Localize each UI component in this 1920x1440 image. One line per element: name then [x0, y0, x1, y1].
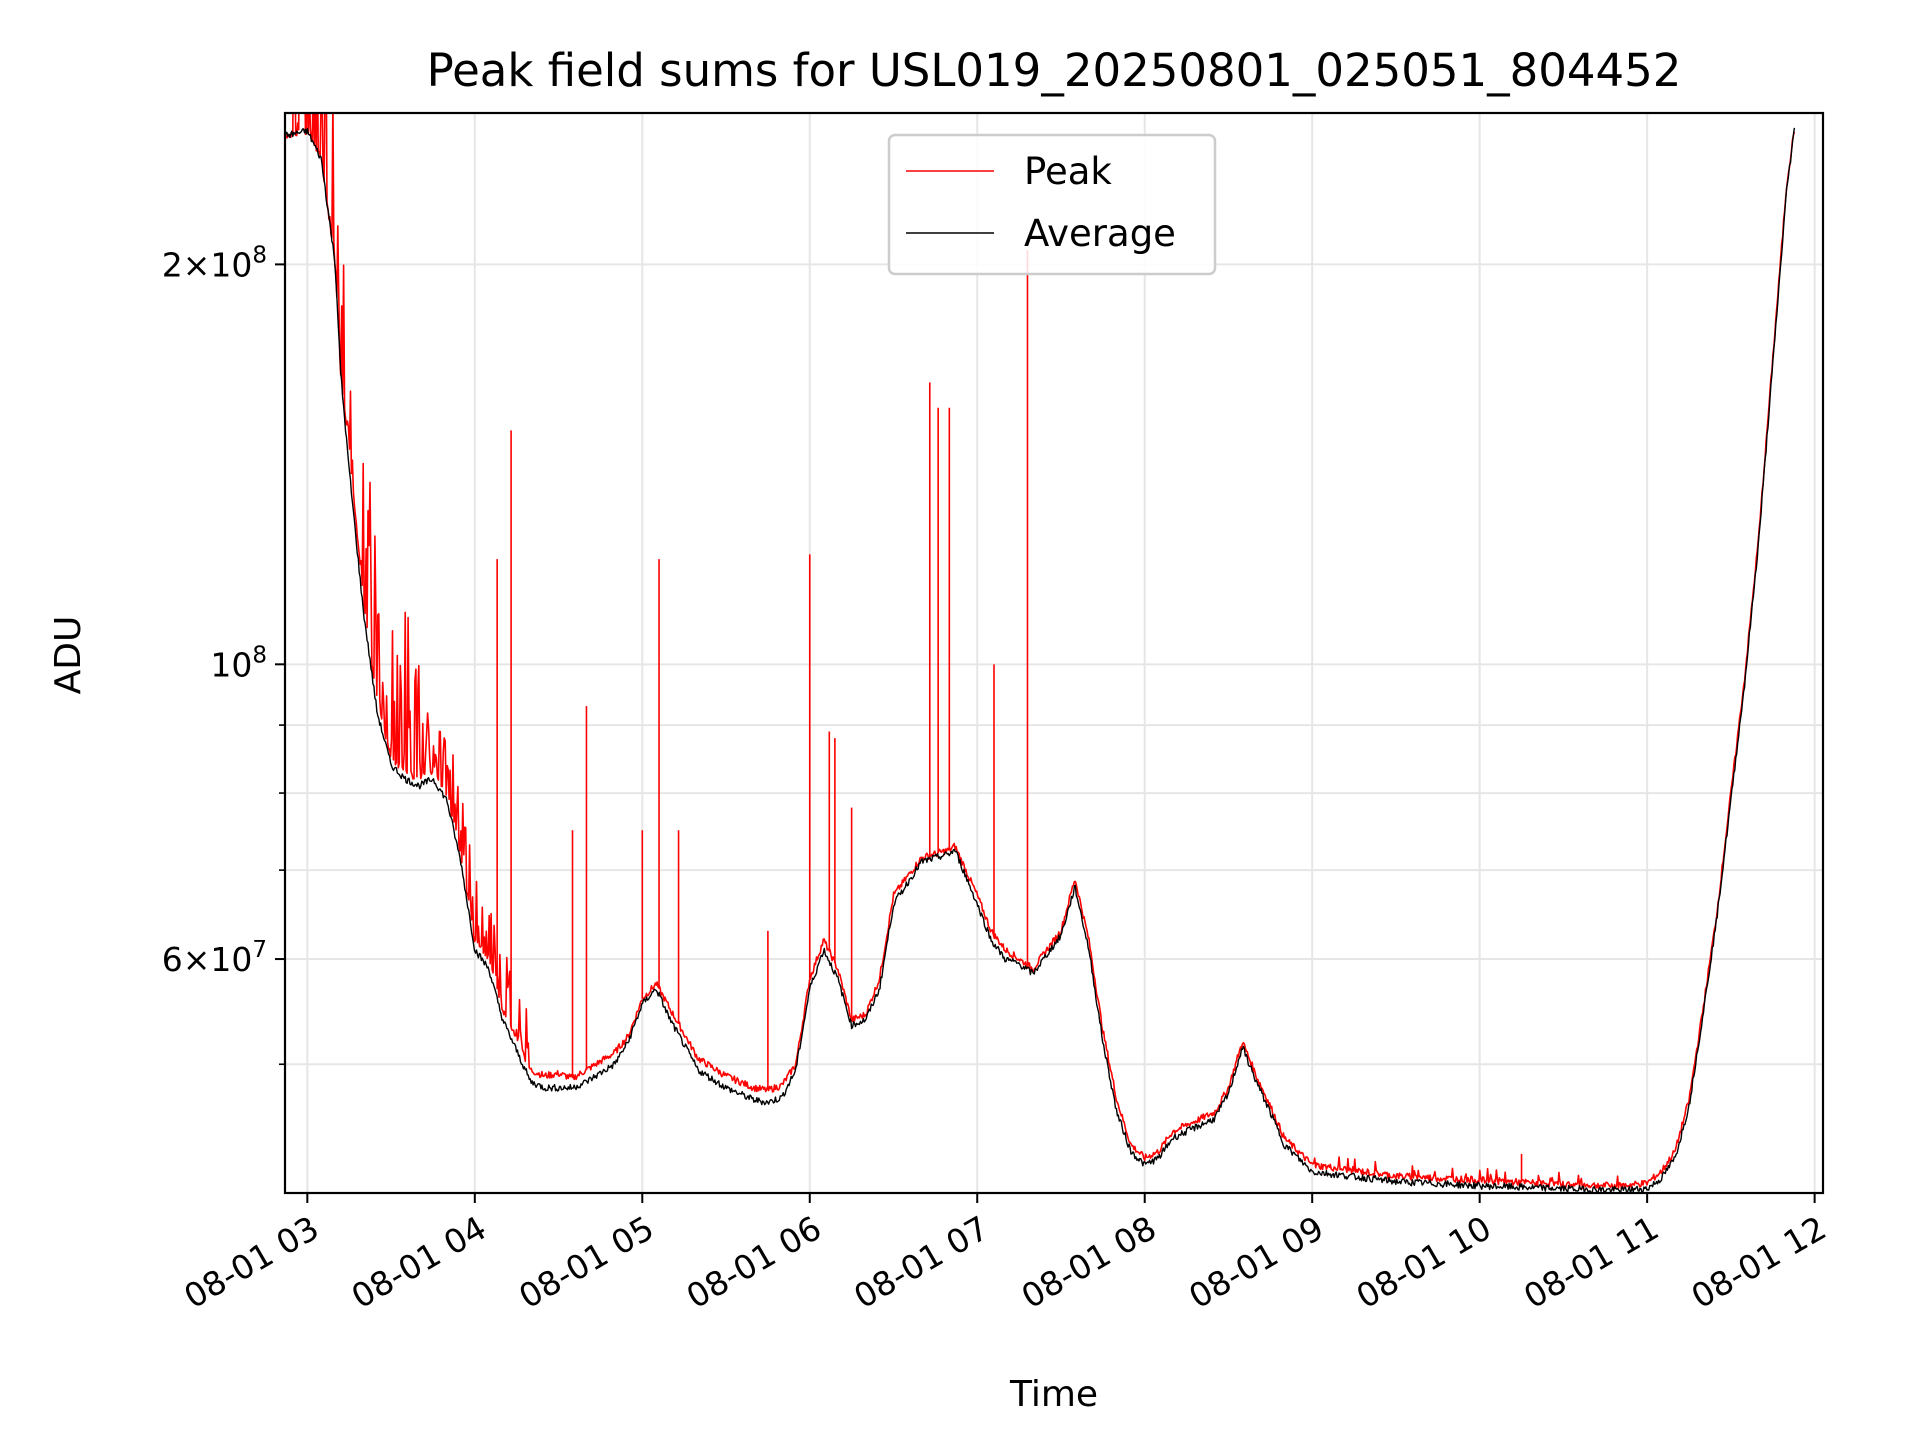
grid	[285, 113, 1823, 1193]
legend-label-peak: Peak	[1024, 150, 1112, 193]
y-tick-exponent: 8	[252, 242, 267, 268]
series-line-peak	[285, 113, 1796, 1190]
y-tick-times: ×10	[183, 245, 253, 284]
y-tick-label: 6×107	[162, 937, 267, 979]
y-tick-mantissa: 6	[162, 940, 183, 979]
legend-frame	[887, 133, 1217, 276]
legend: Peak Average	[887, 133, 1217, 276]
x-axis-label: Time	[1009, 1374, 1098, 1415]
y-tick-mantissa: 2	[162, 245, 183, 284]
y-tick-exponent: 8	[252, 642, 267, 668]
series-line-average	[285, 127, 1796, 1193]
plot-frame	[283, 111, 1825, 1195]
y-tick-times: ×10	[183, 940, 253, 979]
legend-label-average: Average	[1024, 212, 1176, 255]
chart-title: Peak field sums for USL019_20250801_0250…	[427, 44, 1682, 97]
y-tick-exponent: 7	[252, 937, 267, 963]
y-tick-base: 10	[210, 645, 252, 684]
y-axis-label: ADU	[48, 616, 89, 695]
y-tick-label: 108	[210, 642, 267, 684]
plot-area	[285, 113, 1796, 1193]
series-group	[285, 113, 1796, 1193]
y-tick-label: 2×108	[162, 242, 267, 284]
